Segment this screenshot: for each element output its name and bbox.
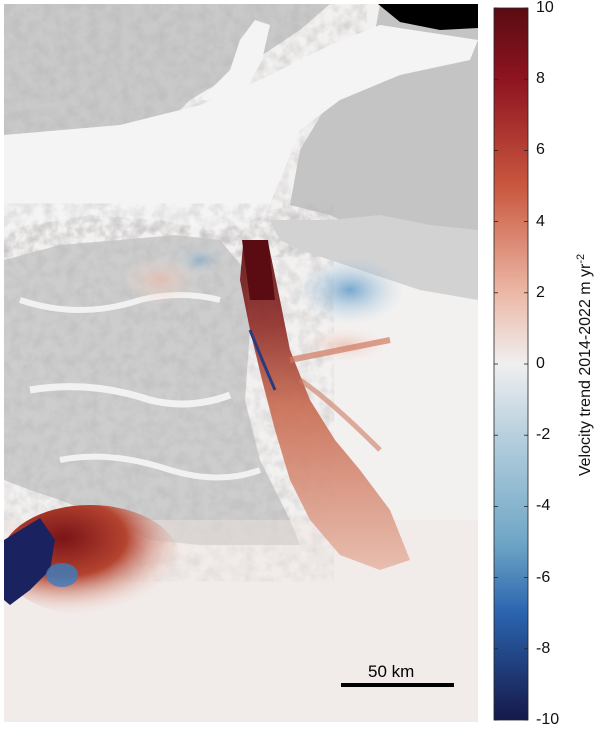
colorbar-tick-label: -6 (536, 568, 551, 586)
colorbar-tick-label: -10 (536, 711, 560, 728)
colorbar-tick-label: 6 (536, 141, 545, 159)
blue-anomaly-right (295, 255, 405, 325)
colorbar-tick-label: 0 (536, 355, 545, 372)
colorbar-tick-label: 4 (536, 212, 545, 230)
left-glacier-deceleration (4, 518, 55, 605)
left-blue-spot (46, 563, 78, 587)
fjord-branch (200, 20, 270, 100)
colorbar-tick-label: -8 (536, 639, 551, 657)
no-data-corner (378, 4, 478, 30)
main-fjord (4, 25, 478, 230)
glacier-tongue (240, 242, 410, 570)
colorbar-title-text: Velocity trend 2014-2022 m yr (577, 263, 594, 477)
valley-2 (29, 383, 232, 408)
scale-bar-label: 50 km (368, 662, 415, 681)
colorbar (493, 7, 529, 721)
colorbar-tick-label: 2 (536, 283, 545, 301)
tributary-streak-2 (298, 377, 382, 452)
colorbar-tick-label: 8 (536, 70, 545, 88)
valley-3 (59, 453, 262, 481)
blue-anomaly-left (175, 245, 225, 275)
colorbar-tick-label: 10 (536, 0, 554, 16)
terrain-right-of-glacier (270, 215, 478, 300)
colorbar-ticks (494, 7, 528, 721)
terrain-upper-right (290, 4, 478, 290)
tributary-streak-1 (289, 337, 391, 363)
colorbar-tick-label: -4 (536, 497, 551, 515)
glacier-front (242, 240, 275, 300)
colorbar-title-exponent: -2 (575, 253, 587, 264)
glacier-blue-streak (248, 329, 277, 391)
scale-bar (341, 683, 454, 687)
colorbar-title: Velocity trend 2014-2022 m yr-2 (575, 254, 595, 476)
colorbar-tick-label: -2 (536, 426, 551, 444)
